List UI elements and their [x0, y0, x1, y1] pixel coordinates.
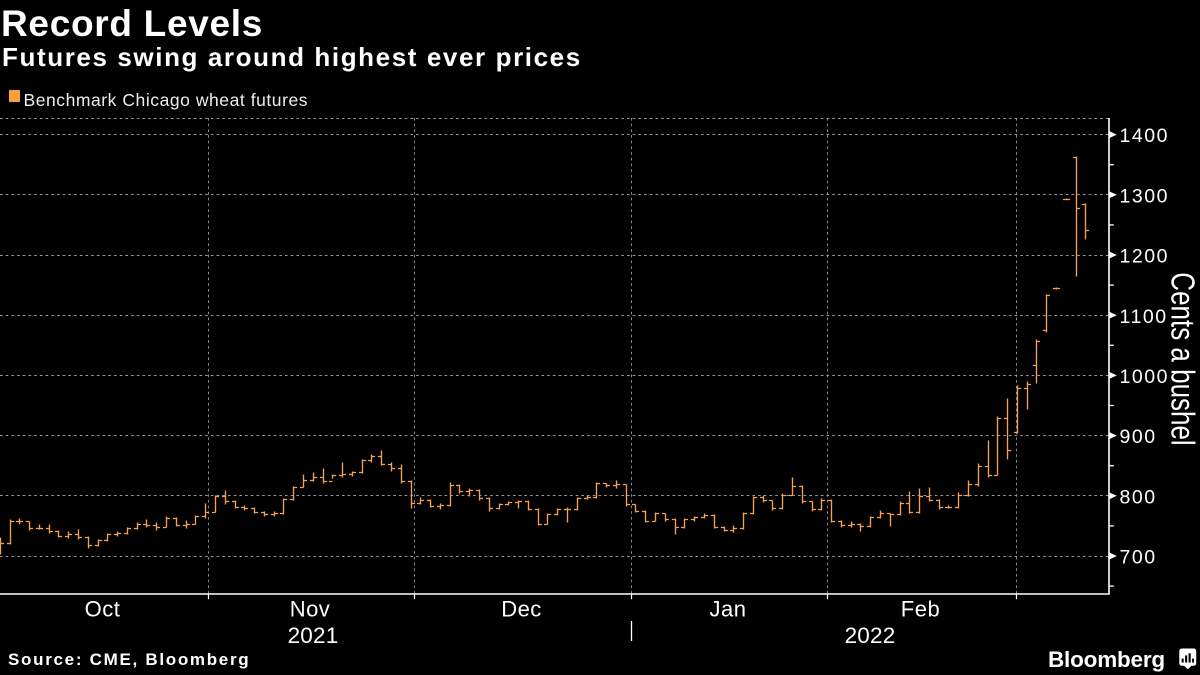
svg-text:Feb: Feb: [901, 597, 940, 622]
svg-text:2021: 2021: [288, 623, 339, 648]
svg-text:900: 900: [1120, 426, 1157, 448]
svg-text:1200: 1200: [1120, 246, 1170, 268]
svg-text:Jan: Jan: [710, 597, 747, 622]
svg-text:Nov: Nov: [290, 597, 331, 622]
svg-text:1100: 1100: [1120, 306, 1168, 328]
svg-text:1400: 1400: [1120, 125, 1170, 147]
svg-text:2022: 2022: [845, 623, 896, 648]
svg-text:1000: 1000: [1120, 366, 1170, 388]
svg-text:1300: 1300: [1120, 185, 1170, 207]
svg-text:Oct: Oct: [85, 597, 121, 622]
svg-text:Cents a bushel: Cents a bushel: [1164, 272, 1200, 445]
svg-text:Dec: Dec: [501, 597, 542, 622]
svg-text:800: 800: [1120, 486, 1157, 508]
svg-text:700: 700: [1120, 547, 1157, 569]
